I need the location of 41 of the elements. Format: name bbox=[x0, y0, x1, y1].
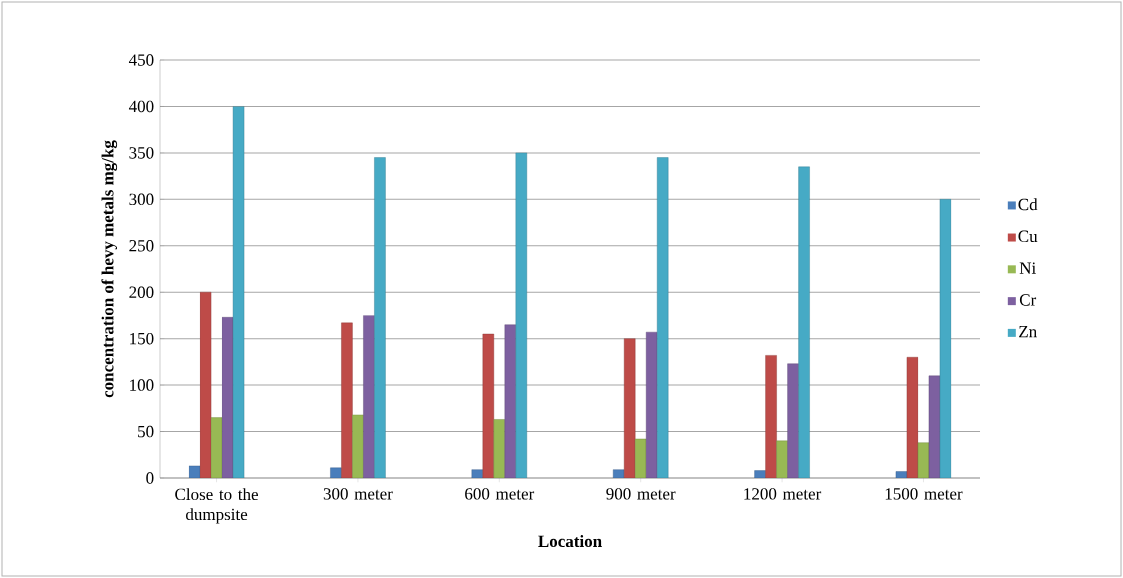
legend-label: Cr bbox=[1019, 294, 1037, 306]
y-tick-label: 50 bbox=[138, 425, 154, 438]
legend-label: Zn bbox=[1019, 326, 1037, 338]
bar bbox=[928, 375, 941, 478]
bar bbox=[765, 355, 777, 478]
bar bbox=[635, 438, 647, 478]
y-tick-label: 150 bbox=[130, 332, 154, 345]
bar bbox=[657, 157, 669, 478]
x-tick-label: 900 meter bbox=[606, 488, 676, 500]
legend-label: Ni bbox=[1019, 262, 1036, 274]
y-tick-label: 400 bbox=[128, 100, 154, 113]
y-tick-label: 0 bbox=[146, 472, 154, 484]
bar bbox=[646, 331, 658, 478]
bar bbox=[504, 324, 517, 478]
bar bbox=[787, 363, 799, 478]
y-tick-label: 250 bbox=[129, 240, 154, 252]
bar bbox=[798, 166, 810, 478]
bar bbox=[363, 315, 375, 478]
bar bbox=[776, 440, 788, 478]
y-axis-title: concentration of hevy metals mg/kg bbox=[101, 140, 118, 398]
y-tick-label: 450 bbox=[128, 54, 154, 66]
legend-label: Cd bbox=[1018, 198, 1038, 211]
bar bbox=[493, 419, 506, 478]
y-tick-label: 200 bbox=[129, 286, 154, 298]
bar bbox=[624, 338, 636, 478]
x-tick-label: 300 meter bbox=[323, 488, 393, 500]
x-tick-label: 600 meter bbox=[465, 488, 535, 500]
legend-label: Cu bbox=[1018, 230, 1038, 243]
bar bbox=[374, 157, 386, 478]
bar bbox=[917, 442, 930, 478]
bar bbox=[482, 333, 495, 478]
y-tick-label: 100 bbox=[130, 379, 154, 391]
bar bbox=[515, 152, 528, 478]
y-tick-label: 350 bbox=[129, 147, 154, 159]
x-tick-label: 1500 meter bbox=[885, 488, 963, 500]
x-axis-title: Location bbox=[538, 535, 602, 548]
x-tick-label: Close to the dumpsite bbox=[175, 488, 258, 524]
y-tick-label: 300 bbox=[129, 193, 154, 206]
x-tick-label: 1200 meter bbox=[744, 488, 822, 500]
bar bbox=[352, 414, 364, 478]
bar bbox=[341, 322, 353, 478]
